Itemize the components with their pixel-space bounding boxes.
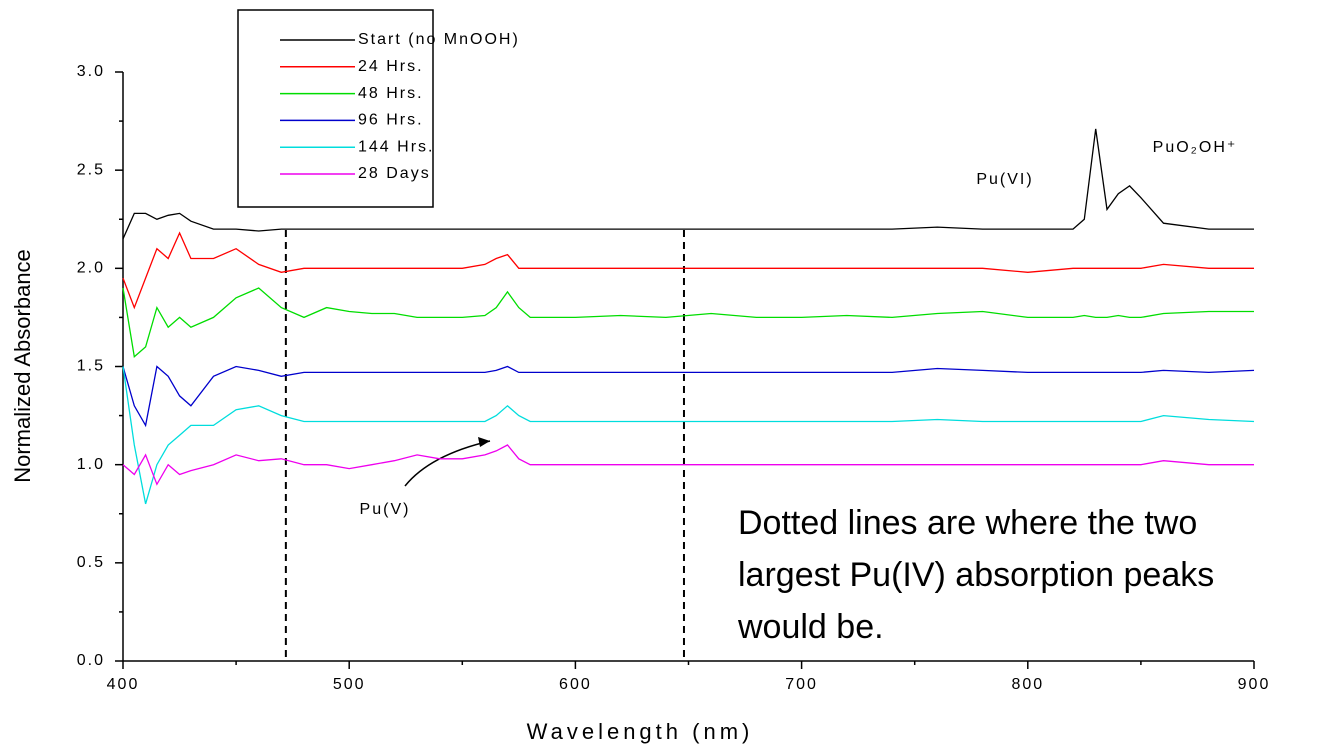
note: largest Pu(IV) absorption peaks bbox=[738, 556, 1214, 594]
x-tick-label: 800 bbox=[1011, 676, 1044, 693]
series-line bbox=[122, 287, 1254, 358]
x-tick-label: 400 bbox=[107, 676, 140, 693]
x-tick-label: 700 bbox=[785, 676, 818, 693]
annotation: Pu(VI) bbox=[976, 171, 1033, 188]
series-line bbox=[122, 231, 1254, 310]
y-axis-title: Normalized Absorbance bbox=[10, 249, 35, 483]
x-tick-label: 900 bbox=[1238, 676, 1271, 693]
x-tick-label: 600 bbox=[559, 676, 592, 693]
y-tick-label: 3.0 bbox=[77, 63, 105, 80]
y-tick-label: 1.0 bbox=[77, 456, 105, 473]
y-tick-label: 2.5 bbox=[77, 161, 105, 178]
series-line bbox=[122, 128, 1254, 240]
legend-label: 96 Hrs. bbox=[358, 112, 424, 129]
y-tick-label: 1.5 bbox=[77, 358, 105, 375]
arrow bbox=[404, 440, 491, 487]
annotation: Pu(V) bbox=[360, 501, 411, 518]
arrow-head bbox=[478, 437, 490, 447]
annotation: PuO₂OH⁺ bbox=[1153, 139, 1238, 156]
y-tick-label: 2.0 bbox=[77, 260, 105, 277]
series-line bbox=[122, 444, 1254, 486]
y-tick-label: 0.5 bbox=[77, 554, 105, 571]
note: would be. bbox=[737, 608, 884, 646]
series-line bbox=[122, 366, 1255, 505]
series-line bbox=[122, 365, 1255, 428]
legend-label: 144 Hrs. bbox=[358, 138, 434, 155]
legend-box bbox=[237, 9, 434, 208]
legend-label: 28 Days bbox=[358, 165, 431, 182]
legend-label: 24 Hrs. bbox=[358, 58, 424, 75]
x-tick-label: 500 bbox=[333, 676, 366, 693]
x-axis-title: Wavelength (nm) bbox=[527, 719, 754, 744]
y-tick-label: 0.0 bbox=[77, 652, 105, 669]
legend-label: 48 Hrs. bbox=[358, 85, 424, 102]
note: Dotted lines are where the two bbox=[738, 504, 1197, 542]
legend-label: Start (no MnOOH) bbox=[358, 31, 520, 48]
